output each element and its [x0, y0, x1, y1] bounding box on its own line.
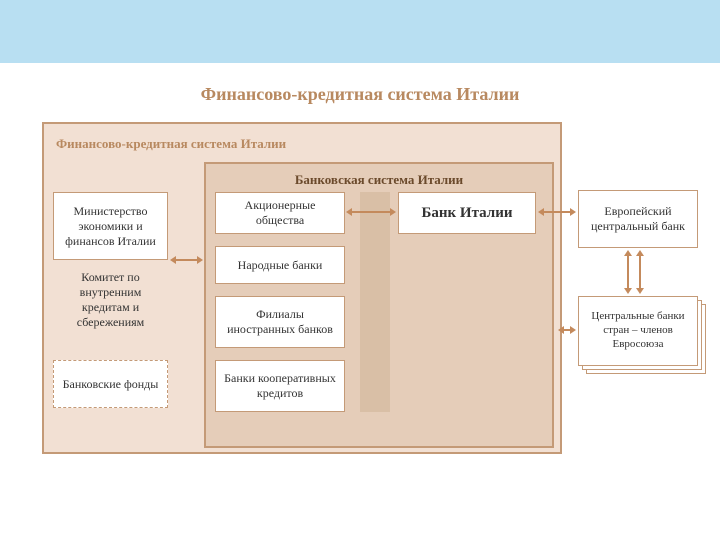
node-joint-stock: Акционерные общества [215, 192, 345, 234]
node-ministry: Министерство экономики и финансов Италии [53, 192, 168, 260]
node-member-cbs: Центральные банки стран – членов Евросою… [578, 296, 698, 366]
inner-panel-label: Банковская система Италии [204, 168, 554, 192]
node-bank-italy: Банк Италии [398, 192, 536, 234]
outer-panel-label: Финансово-кредитная система Италии [56, 136, 286, 152]
bg-top-band [0, 0, 720, 63]
node-bank-funds: Банковские фонды [53, 360, 168, 408]
node-peoples-banks: Народные банки [215, 246, 345, 284]
arrow-vertical [624, 250, 632, 294]
arrow-horizontal [170, 256, 203, 264]
column-shade [360, 192, 390, 412]
arrow-horizontal [538, 208, 576, 216]
node-committee: Комитет по внутренним кредитам и сбереже… [53, 264, 168, 336]
arrow-vertical [636, 250, 644, 294]
node-ecb: Европейский центральный банк [578, 190, 698, 248]
arrow-horizontal [346, 208, 396, 216]
node-coop-banks: Банки кооперативных кредитов [215, 360, 345, 412]
node-foreign-branches: Филиалы иностранных банков [215, 296, 345, 348]
page-title: Финансово-кредитная система Италии [0, 84, 720, 105]
arrow-horizontal [558, 326, 576, 334]
